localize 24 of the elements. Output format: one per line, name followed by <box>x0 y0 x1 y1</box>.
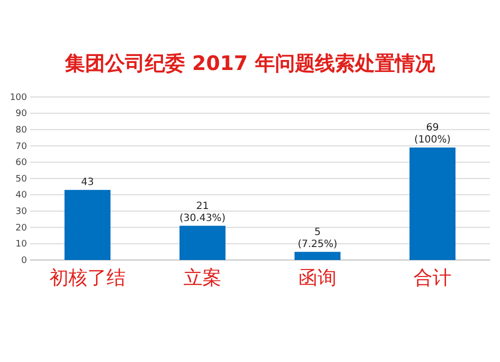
bar <box>64 190 110 260</box>
x-tick-label: 立案 <box>184 266 222 289</box>
y-tick-label: 90 <box>16 109 28 120</box>
x-tick-label: 初核了结 <box>50 266 126 289</box>
bar <box>294 252 340 260</box>
y-tick-label: 80 <box>16 125 28 136</box>
chart-title: 集团公司纪委 2017 年问题线索处置情况 <box>64 51 436 75</box>
y-tick-label: 60 <box>16 158 28 168</box>
x-tick-label: 函询 <box>298 266 336 289</box>
data-label: 21 (30.43%) <box>180 200 226 224</box>
y-tick-label: 0 <box>21 256 28 266</box>
data-label: 43 <box>81 176 94 188</box>
bar <box>410 148 456 260</box>
y-tick-label: 70 <box>16 142 28 152</box>
y-tick-label: 100 <box>10 92 28 103</box>
bar <box>180 226 226 260</box>
data-label: 5 (7.25%) <box>298 226 338 250</box>
y-tick-label: 20 <box>16 223 28 234</box>
y-tick-label: 30 <box>16 206 28 217</box>
data-label: 69 (100%) <box>414 122 451 146</box>
y-tick-label: 10 <box>16 240 28 250</box>
y-tick-label: 40 <box>16 190 28 201</box>
x-tick-label: 合计 <box>414 266 452 289</box>
y-tick-label: 50 <box>16 174 28 184</box>
